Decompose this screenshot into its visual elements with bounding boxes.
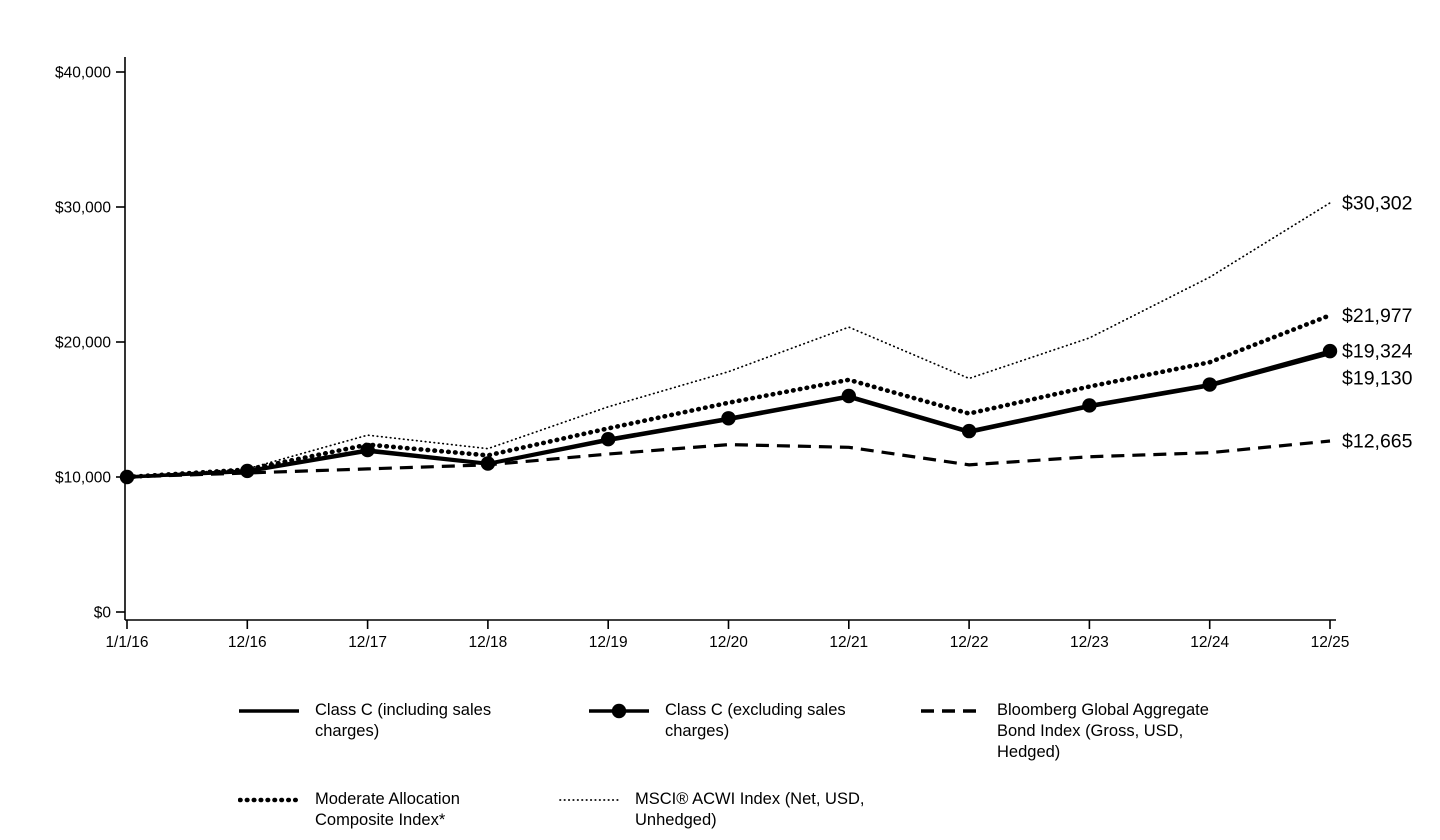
series-line-msci-acwi-index-net-usd-unhedged [126, 202, 1331, 478]
dashed-line-swatch-icon [921, 709, 981, 713]
growth-line-chart: $0 $10,000 $20,000 $30,000 $40,000 1/1/16 12/1… [55, 57, 1413, 651]
x-tick-label: 12/23 [1070, 634, 1109, 651]
x-tick-label: 12/21 [829, 634, 868, 651]
x-tick-label: 12/18 [469, 634, 508, 651]
legend-item-class-c-including: Class C (including sales charges) [238, 700, 535, 742]
legend-item-moderate-allocation-index: Moderate Allocation Composite Index* [238, 789, 525, 831]
series-line-bloomberg-global-aggregate-bond-index-gross-usd-hedged [126, 439, 1331, 479]
x-tick-label: 12/25 [1311, 634, 1350, 651]
series-marker-class-c-excluding-sales-charges [961, 423, 977, 439]
series-marker-class-c-excluding-sales-charges [841, 388, 856, 404]
legend-label: Class C (excluding sales charges) [665, 701, 846, 740]
series-marker-class-c-excluding-sales-charges [601, 432, 616, 447]
end-value-label: $19,130 [1342, 368, 1413, 390]
x-tick-label: 12/17 [348, 634, 387, 651]
series-marker-class-c-excluding-sales-charges [1322, 343, 1338, 359]
x-tick-label: 12/24 [1190, 634, 1229, 651]
series-marker-class-c-excluding-sales-charges [1202, 377, 1217, 392]
series-marker-class-c-excluding-sales-charges [119, 469, 135, 485]
end-value-label: $21,977 [1342, 305, 1413, 327]
y-tick-label: $0 [94, 605, 112, 622]
legend-label: MSCI® ACWI Index (Net, USD, Unhedged) [635, 790, 865, 829]
end-value-label: $30,302 [1342, 192, 1413, 214]
legend-item-bloomberg-index: Bloomberg Global Aggregate Bond Index (G… [920, 700, 1247, 763]
legend-label: Class C (including sales charges) [315, 701, 492, 740]
legend-item-msci-acwi-index: MSCI® ACWI Index (Net, USD, Unhedged) [558, 789, 875, 831]
legend-item-class-c-excluding: Class C (excluding sales charges) [588, 700, 890, 742]
marker-line-swatch-icon [589, 703, 649, 719]
series-marker-class-c-excluding-sales-charges [1082, 398, 1097, 413]
y-tick-label: $10,000 [55, 470, 111, 487]
solid-line-swatch-icon [239, 709, 299, 713]
y-tick-label: $20,000 [55, 335, 111, 352]
y-tick-label: $40,000 [55, 65, 111, 82]
x-tick-label: 1/1/16 [105, 634, 148, 651]
fine-dotted-line-swatch-icon [559, 799, 620, 801]
y-tick-label: $30,000 [55, 200, 111, 217]
series-line-moderate-allocation-composite-index [124, 313, 1333, 480]
thick-dotted-line-swatch-icon [238, 797, 300, 803]
series-marker-class-c-excluding-sales-charges [480, 456, 496, 471]
end-value-label: $19,324 [1342, 341, 1413, 363]
legend-label: Bloomberg Global Aggregate Bond Index (G… [997, 701, 1209, 761]
x-tick-label: 12/20 [709, 634, 748, 651]
end-value-label: $12,665 [1342, 431, 1413, 453]
series-marker-class-c-excluding-sales-charges [360, 442, 375, 458]
series-marker-class-c-excluding-sales-charges [240, 463, 255, 479]
legend-label: Moderate Allocation Composite Index* [315, 790, 460, 829]
x-tick-label: 12/16 [228, 634, 267, 651]
x-tick-label: 12/19 [589, 634, 628, 651]
series-marker-class-c-excluding-sales-charges [721, 411, 736, 426]
x-tick-label: 12/22 [950, 634, 989, 651]
